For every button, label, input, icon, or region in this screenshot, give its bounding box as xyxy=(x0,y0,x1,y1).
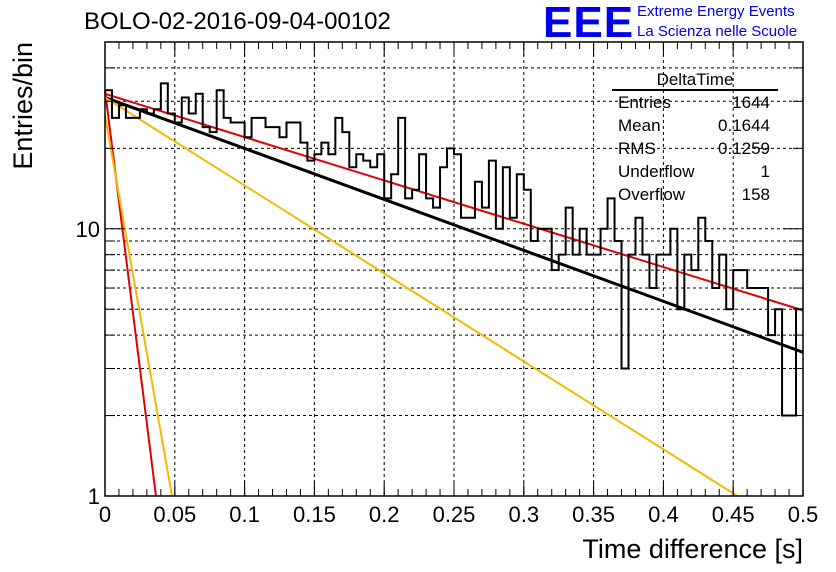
stat-row-rms: RMS 0.1259 xyxy=(618,139,770,159)
stat-value: 1 xyxy=(760,162,770,181)
stat-label: Underflow xyxy=(618,162,695,181)
stat-row-overflow: Overflow 158 xyxy=(618,185,770,205)
y-tick-label: 1 xyxy=(88,484,100,509)
x-tick-label: 0.35 xyxy=(572,502,615,527)
x-tick-label: 0.45 xyxy=(712,502,755,527)
x-tick-label: 0.05 xyxy=(153,502,196,527)
stat-row-entries: Entries 1644 xyxy=(618,93,770,113)
y-tick-label: 10 xyxy=(76,217,100,242)
stat-label: Entries xyxy=(618,93,671,112)
function-curve-fast xyxy=(104,115,173,497)
stat-value: 1644 xyxy=(732,93,770,112)
statbox-title: DeltaTime xyxy=(656,70,734,89)
x-tick-label: 0.2 xyxy=(369,502,400,527)
function-curve-slow xyxy=(104,96,738,497)
x-tick-label: 0.1 xyxy=(229,502,260,527)
fit-functions xyxy=(104,90,804,497)
x-tick-label: 0.3 xyxy=(509,502,540,527)
stat-label: Overflow xyxy=(618,185,686,204)
y-axis-label: Entries/bin xyxy=(8,42,38,170)
logo-line-2: La Scienza nelle Scuole xyxy=(637,23,798,40)
x-axis-label: Time difference [s] xyxy=(582,534,803,564)
x-tick-label: 0.4 xyxy=(648,502,679,527)
eee-logo: EEE xyxy=(543,0,635,47)
stat-row-underflow: Underflow 1 xyxy=(618,162,770,182)
stat-value: 0.1259 xyxy=(718,139,770,158)
x-tick-label: 0 xyxy=(99,502,111,527)
histogram-bars xyxy=(105,82,803,417)
stat-value: 0.1644 xyxy=(718,116,770,135)
stat-label: Mean xyxy=(618,116,661,135)
function-curve-fit xyxy=(104,96,804,354)
x-tick-label: 0.5 xyxy=(788,502,819,527)
function-curve-upper xyxy=(104,92,804,312)
function-curve-steep xyxy=(104,90,157,497)
stat-label: RMS xyxy=(618,139,656,158)
logo-line-1: Extreme Energy Events xyxy=(637,3,795,20)
axis-ticks: 0 0.05 0.1 0.15 0.2 0.25 0.3 0.35 0.4 0.45 0.5 1 10 xyxy=(76,41,819,527)
grid-lines xyxy=(105,42,803,496)
x-tick-label: 0.15 xyxy=(293,502,336,527)
x-tick-label: 0.25 xyxy=(433,502,476,527)
stat-value: 158 xyxy=(741,185,770,204)
chart-title: BOLO-02-2016-09-04-00102 xyxy=(84,8,391,35)
stat-row-mean: Mean 0.1644 xyxy=(618,116,770,136)
